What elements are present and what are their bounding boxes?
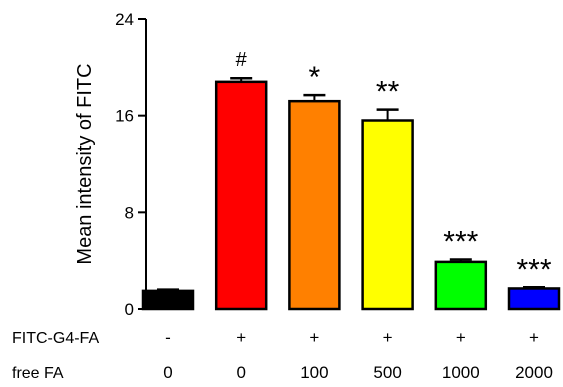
- y-axis-title: Mean intensity of FITC: [74, 63, 96, 264]
- y-tick-label: 24: [115, 10, 134, 29]
- significance-label: **: [376, 76, 400, 109]
- significance-label: #: [236, 49, 248, 71]
- bar: [289, 101, 339, 309]
- bars-layer: [143, 78, 559, 309]
- row-value: +: [456, 328, 466, 347]
- row-value: 1000: [442, 363, 480, 382]
- row-label: free FA: [12, 365, 64, 382]
- significance-label: ***: [443, 225, 478, 258]
- row-value: +: [383, 328, 393, 347]
- row-label: FITC-G4-FA: [12, 330, 99, 347]
- y-tick-label: 0: [125, 300, 134, 319]
- bar: [216, 82, 266, 309]
- row-value: 0: [163, 363, 172, 382]
- condition-table: FITC-G4-FA - + + + + + free FA 0 0 100 500 1000 2000: [12, 328, 553, 382]
- y-tick-label: 16: [115, 107, 134, 126]
- row-value: +: [309, 328, 319, 347]
- row-value: 500: [373, 363, 401, 382]
- bar: [363, 121, 413, 310]
- row-value: -: [165, 328, 171, 347]
- y-ticks: 0 8 16 24: [115, 10, 146, 319]
- bar: [436, 262, 486, 309]
- row-value: +: [236, 328, 246, 347]
- row-value: 100: [300, 363, 328, 382]
- y-tick-label: 8: [125, 203, 134, 222]
- significance-label: ***: [516, 253, 551, 286]
- row-value: 2000: [515, 363, 553, 382]
- row-value: 0: [236, 363, 245, 382]
- row-value: +: [529, 328, 539, 347]
- significance-label: *: [309, 61, 321, 94]
- bar: [509, 288, 559, 309]
- bar: [143, 291, 193, 309]
